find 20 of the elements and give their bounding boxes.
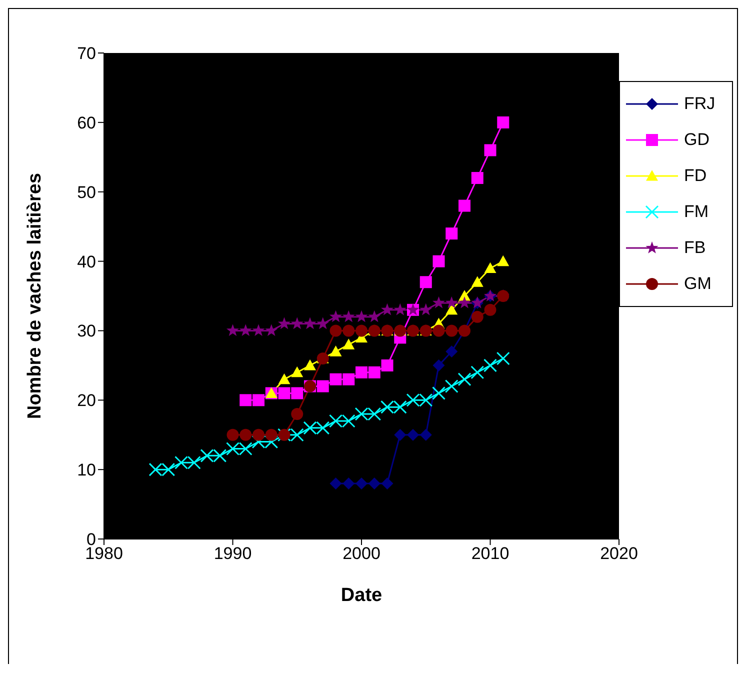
x-axis-title: Date [340,585,382,606]
y-tick-label: 70 [77,44,96,64]
y-tick-label: 30 [77,322,96,341]
y-tick-label: 10 [77,460,96,480]
y-axis-title: Nombre de vaches laitières [24,172,46,420]
x-tick-label: 1990 [214,544,252,564]
x-tick-label: 1980 [85,544,123,564]
y-tick-label: 50 [77,182,96,202]
x-tick-label: 2020 [600,544,638,564]
legend-label: FD [684,166,707,186]
legend-label: FM [684,202,709,222]
legend-label: FRJ [684,94,716,114]
y-tick-label: 60 [77,113,96,132]
x-tick-label: 2000 [342,544,380,564]
legend-label: GM [684,274,712,294]
y-tick-label: 40 [77,252,96,272]
legend-label: FB [684,238,706,258]
x-tick-label: 2010 [471,544,510,564]
legend-label: GD [684,130,710,150]
y-tick-label: 20 [77,391,96,410]
